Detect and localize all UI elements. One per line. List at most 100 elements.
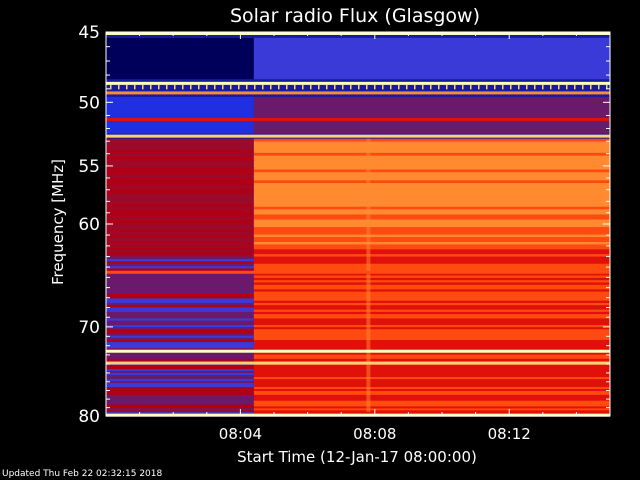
quiet-row [106,406,254,409]
band-tick-mark [246,84,248,90]
quiet-row [106,379,254,382]
band-tick-mark [230,84,232,90]
quiet-row [106,385,254,388]
quiet-row [106,410,254,413]
quiet-row [106,196,254,200]
active-row [253,335,610,339]
active-row [253,222,610,226]
quiet-row [106,287,254,290]
active-row [253,379,610,382]
quiet-row [106,402,254,406]
quiet-row [106,307,254,311]
band-tick-mark [590,84,592,90]
band-tick-mark [366,84,368,90]
quiet-row [106,237,254,241]
band-tick-mark [318,84,320,90]
active-row [253,275,610,279]
quiet-row [106,163,254,168]
active-row [253,169,610,173]
active-row [253,214,610,218]
band-tick-mark [550,84,552,90]
band-tick-mark [494,84,496,90]
band-tick-mark [174,84,176,90]
quiet-row [106,191,254,195]
active-row [253,316,610,320]
band-tick-mark [182,84,184,90]
quiet-row [106,216,254,221]
active-row [253,216,610,221]
active-row [253,392,610,396]
y-tick-label: 70 [78,318,100,338]
band-tick-mark [118,84,120,90]
quiet-row [106,150,254,154]
active-row [253,188,610,192]
active-row [253,201,610,205]
quiet-row [106,198,254,203]
quiet-row [106,147,254,151]
active-row [253,300,610,304]
active-row [253,307,610,311]
quiet-row [106,188,254,192]
horizontal-band [106,117,610,121]
quiet-row [106,383,254,386]
band-tick-mark [414,84,416,90]
band-tick-mark [310,84,312,90]
active-row [253,298,610,302]
band-tick-mark [358,84,360,90]
active-row [253,318,610,322]
active-row [253,237,610,241]
y-tick-label: 50 [78,93,100,113]
quiet-row [106,263,254,267]
quiet-row [106,227,254,231]
active-row [253,385,610,388]
active-row [253,339,610,343]
active-row [253,193,610,197]
band-tick-mark [334,84,336,90]
quiet-row [106,155,254,160]
active-row [253,356,610,360]
active-row [253,387,610,390]
band-tick-mark [254,84,256,90]
horizontal-band [106,413,610,417]
active-row [253,324,610,328]
active-row [253,287,610,290]
band-tick-mark [262,84,264,90]
active-row [253,344,610,347]
band-tick-mark [126,84,128,90]
active-row [253,352,610,356]
x-axis: 08:04 08:08 08:12 [105,32,611,443]
active-row [253,293,610,297]
band-tick-mark [198,84,200,90]
quiet-row [106,320,254,324]
quiet-row [106,261,254,265]
active-row [253,280,610,284]
active-row [253,402,610,406]
quiet-upper-band [106,37,254,80]
x-tick-label: 08:04 [219,425,262,443]
active-row [253,227,610,231]
active-row [253,366,610,370]
active-row [253,206,610,210]
active-row [253,311,610,315]
active-row [253,398,610,402]
quiet-row [106,211,254,216]
quiet-row [106,337,254,341]
quiet-row [106,375,254,378]
active-row [253,185,610,189]
active-row [253,268,610,272]
active-row [253,320,610,324]
band-tick-mark [462,84,464,90]
band-tick-mark [510,84,512,90]
x-axis-label: Start Time (12-Jan-17 08:00:00) [237,448,477,466]
active-row [253,211,610,216]
quiet-row [106,318,254,322]
band-tick-mark [446,84,448,90]
quiet-row [106,333,254,337]
quiet-row [106,232,254,236]
band-tick-mark [422,84,424,90]
active-row [253,383,610,386]
quiet-row [106,224,254,228]
band-tick-mark [150,84,152,90]
active-row [253,229,610,233]
quiet-row [106,400,254,404]
